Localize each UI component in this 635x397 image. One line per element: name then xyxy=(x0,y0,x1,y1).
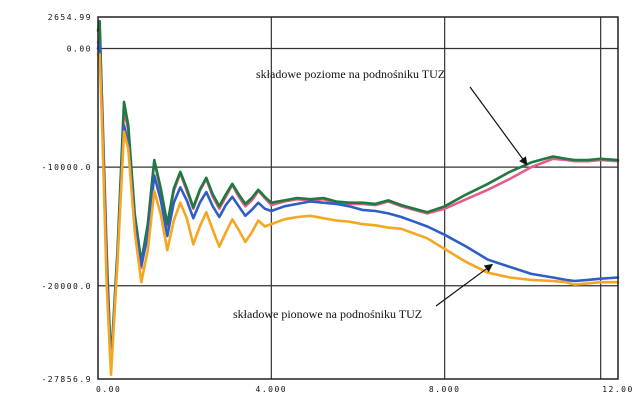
y-tick-label: -27856.9 xyxy=(41,375,92,384)
annotation-arrow xyxy=(435,263,494,307)
grid xyxy=(98,17,618,379)
y-tick-label: 0.00 xyxy=(67,44,92,53)
annotation-arrow xyxy=(469,86,528,166)
y-tick-label: -10000.0 xyxy=(41,163,92,172)
x-tick-label: 8.000 xyxy=(429,385,461,394)
series-line-3 xyxy=(96,41,620,371)
y-tick-label: 2654.99 xyxy=(48,13,92,22)
x-tick-label: 12.00 xyxy=(602,385,634,394)
x-tick-label: 4.000 xyxy=(256,385,288,394)
y-tick-label: -20000.0 xyxy=(41,282,92,291)
tick-labels: 2654.99 0.00 -10000.0 -20000.0 -27856.9 0.00 4… xyxy=(41,13,634,394)
annotation-text: składowe poziome na podnośniku TUZ xyxy=(256,67,445,81)
plot-border xyxy=(97,16,619,380)
series-group xyxy=(96,19,620,377)
series-line-4 xyxy=(96,53,620,377)
x-tick-label: 0.00 xyxy=(96,385,121,394)
annotations: składowe poziome na podnośniku TUZ składo… xyxy=(233,67,528,321)
annotation-text: składowe pionowe na podnośniku TUZ xyxy=(233,307,422,321)
plot-frame xyxy=(97,16,619,380)
